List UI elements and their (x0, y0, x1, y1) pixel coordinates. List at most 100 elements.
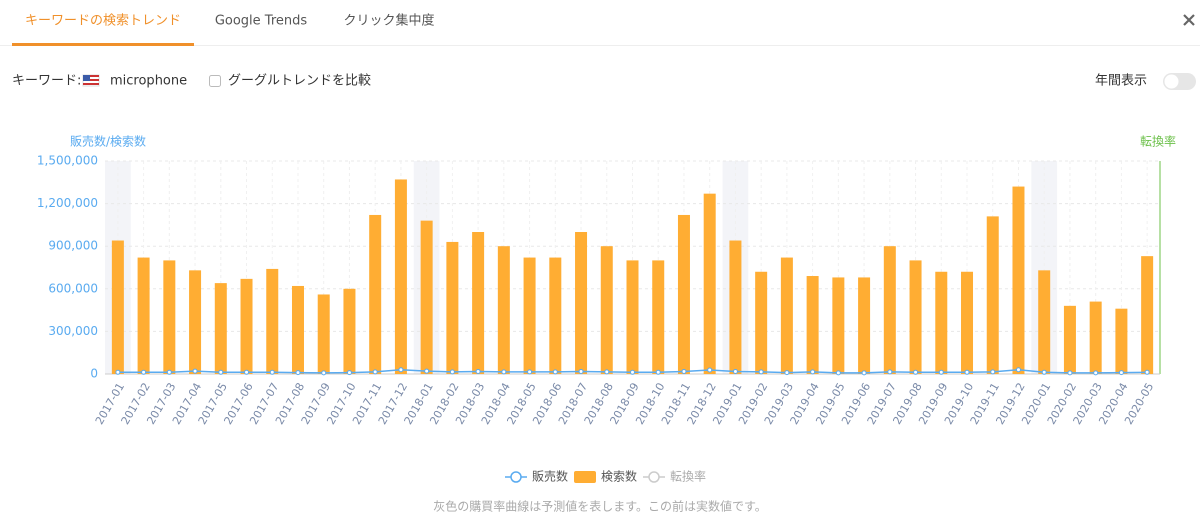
bar (832, 277, 845, 374)
point (1144, 369, 1150, 375)
bar (806, 276, 819, 374)
bar (729, 240, 742, 374)
bar (137, 257, 150, 374)
point (655, 369, 661, 375)
footnote: 灰色の購買率曲線は予測値を表します。この前は実数値です。 (433, 499, 767, 514)
point (141, 369, 147, 375)
point (681, 368, 687, 374)
y-tick-label: 300,000 (48, 324, 98, 338)
point (295, 370, 301, 376)
bar (1115, 308, 1128, 374)
bar (240, 278, 253, 374)
point (1118, 370, 1124, 376)
point (346, 370, 352, 376)
point (707, 367, 713, 373)
point (424, 368, 430, 374)
compare-label: グーグルトレンドを比較 (228, 74, 371, 89)
point (475, 368, 481, 374)
y-tick-label: 0 (90, 367, 98, 381)
point (913, 369, 919, 375)
bar (1063, 305, 1076, 374)
y-tick-label: 600,000 (48, 281, 98, 295)
point (990, 369, 996, 375)
bar (1141, 256, 1154, 374)
bar (883, 246, 896, 374)
point (218, 369, 224, 375)
point (861, 370, 867, 376)
point (1041, 369, 1047, 375)
point (835, 370, 841, 376)
point (449, 369, 455, 375)
flag (82, 74, 100, 87)
bar (266, 268, 279, 374)
y-tick-label: 1,200,000 (37, 196, 98, 210)
legend-swatch (510, 471, 522, 483)
bar (755, 271, 768, 374)
legend-swatch (574, 471, 596, 483)
bar (497, 246, 510, 374)
bar (626, 260, 639, 374)
bar (446, 241, 459, 374)
bar (703, 193, 716, 374)
bar (291, 285, 304, 374)
legend-item: 販売数 (505, 469, 568, 484)
legend-item: 検索数 (574, 469, 637, 484)
bar (343, 288, 356, 374)
point (321, 370, 327, 376)
bar (523, 257, 536, 374)
bar (780, 257, 793, 374)
tab-active[interactable]: キーワードの検索トレンド (25, 14, 181, 29)
y2-axis-label: 転換率 (1140, 134, 1176, 149)
legend-label: 販売数 (532, 469, 568, 484)
bar (935, 271, 948, 374)
legend-label: 検索数 (601, 469, 637, 484)
point (1093, 370, 1099, 376)
bar (575, 232, 588, 374)
bar (111, 240, 124, 374)
y-axis-label: 販売数/検索数 (70, 134, 146, 149)
y-tick-label: 900,000 (48, 239, 98, 253)
bar (394, 179, 407, 374)
toggle-knob (1164, 74, 1179, 89)
y-tick-label: 1,500,000 (37, 154, 98, 168)
bar (677, 214, 690, 374)
point (501, 369, 507, 375)
legend-swatch (648, 471, 660, 483)
bar (858, 277, 871, 374)
bar (986, 216, 999, 374)
point (166, 369, 172, 375)
point (938, 369, 944, 375)
bar (1089, 301, 1102, 374)
close-button[interactable] (1183, 14, 1195, 26)
tab[interactable]: クリック集中度 (343, 13, 434, 29)
checkbox[interactable] (209, 75, 221, 87)
keyword: microphone (110, 74, 187, 89)
point (115, 369, 121, 375)
point (372, 369, 378, 375)
annual-label: 年間表示 (1095, 74, 1147, 89)
bar (549, 257, 562, 374)
tab[interactable]: Google Trends (215, 14, 308, 29)
bar (189, 270, 202, 374)
point (758, 369, 764, 375)
legend-item: 転換率 (643, 469, 706, 484)
point (398, 367, 404, 373)
bar (652, 260, 665, 374)
point (964, 369, 970, 375)
point (784, 370, 790, 376)
point (810, 369, 816, 375)
bar (961, 271, 974, 374)
bar (317, 294, 330, 374)
point (244, 369, 250, 375)
point (630, 369, 635, 375)
bar (472, 232, 485, 374)
bar (420, 220, 433, 374)
tab-underline (12, 43, 194, 46)
legend-label: 転換率 (670, 469, 706, 484)
bar (1012, 186, 1025, 374)
bar (600, 246, 613, 374)
point (887, 369, 893, 375)
bar (163, 260, 176, 374)
